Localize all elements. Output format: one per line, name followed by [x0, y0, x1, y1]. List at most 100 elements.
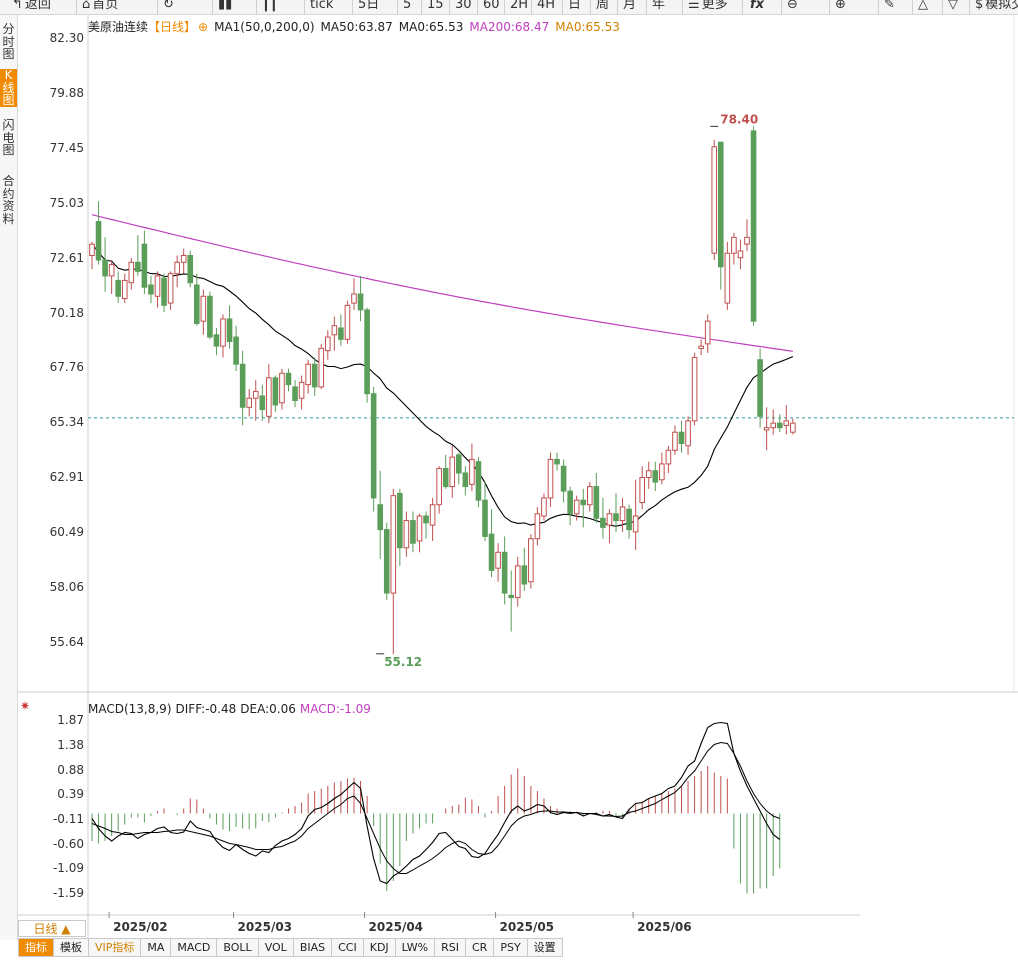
toolbar-item-3[interactable]: ▮▮	[218, 0, 234, 14]
indicator-tab-vip指标[interactable]: VIP指标	[89, 938, 142, 957]
toolbar-separator	[397, 0, 398, 14]
toolbar-item-15[interactable]: 月	[623, 0, 636, 14]
indicator-tab-vol[interactable]: VOL	[258, 938, 294, 957]
toolbar-separator	[617, 0, 618, 14]
candle-down	[462, 472, 469, 488]
candle-up	[279, 372, 285, 404]
candle-up	[436, 467, 442, 506]
gear-icon[interactable]: ✷	[20, 699, 31, 713]
toolbar-item-label: 60	[483, 0, 500, 12]
candle-up	[659, 463, 665, 481]
candle-up	[790, 422, 796, 433]
y-tick-label: 75.03	[49, 195, 84, 210]
toolbar-item-4[interactable]: ┃┃	[262, 0, 280, 14]
indicator-tab-rsi[interactable]: RSI	[435, 938, 466, 957]
candle-down	[750, 130, 757, 322]
indicator-tab-指标[interactable]: 指标	[18, 938, 54, 957]
candle-up	[390, 495, 397, 594]
toolbar-item-13[interactable]: 日	[568, 0, 581, 14]
macd-y-tick-label: 0.39	[57, 787, 84, 801]
toolbar-item-7[interactable]: 5	[403, 0, 411, 14]
macd-value: MACD:-1.09	[299, 702, 371, 716]
indicator-tab-cr[interactable]: CR	[466, 938, 495, 957]
toolbar-item-18[interactable]: fx	[748, 0, 764, 14]
candle-down	[213, 334, 220, 347]
candle-down	[560, 465, 567, 492]
indicator-tab-boll[interactable]: BOLL	[217, 938, 259, 957]
y-tick-label: 65.34	[49, 415, 84, 430]
candle-down	[521, 565, 528, 585]
candle-up	[698, 345, 704, 349]
y-tick-label: 72.61	[49, 250, 84, 265]
candle-up	[724, 252, 731, 304]
indicator-tab-macd[interactable]: MACD	[171, 938, 218, 957]
side-tab-3[interactable]: 合约资料	[2, 174, 15, 226]
toolbar-item-14[interactable]: 周	[596, 0, 609, 14]
toolbar-item-2[interactable]: ↻	[163, 0, 176, 14]
toolbar-item-6[interactable]: 5日	[358, 0, 379, 14]
toolbar-item-0[interactable]: ↰ 返回	[12, 0, 51, 14]
toolbar-item-21[interactable]: ✎	[884, 0, 897, 14]
indicator-tab-bias[interactable]: BIAS	[293, 938, 333, 957]
indicator-tab-设置[interactable]: 设置	[527, 938, 563, 957]
toolbar-item-23[interactable]: ▽	[948, 0, 960, 14]
candle-down	[580, 499, 587, 506]
toolbar-item-label: tick	[310, 0, 334, 12]
toolbar-item-9[interactable]: 30	[455, 0, 472, 14]
indicator-tab-模板[interactable]: 模板	[54, 938, 89, 957]
toolbar-item-12[interactable]: 4H	[537, 0, 555, 14]
toolbar-item-16[interactable]: 年	[652, 0, 665, 14]
x-tick-label: 2025/06	[637, 920, 692, 934]
candle-up	[180, 254, 187, 263]
candle-up	[220, 318, 226, 347]
period-button[interactable]: 日线 ▲	[18, 920, 86, 937]
candle-up	[770, 422, 777, 429]
triangle-down-icon: ▽	[948, 0, 958, 12]
indicator-tab-kdj[interactable]: KDJ	[363, 938, 396, 957]
toolbar-item-1[interactable]: ⌂ 首页	[82, 0, 118, 14]
toolbar-item-label: 首页	[92, 0, 119, 12]
side-tab-0[interactable]: 分时图	[2, 22, 15, 61]
toolbar-item-10[interactable]: 60	[483, 0, 500, 14]
candle-up	[704, 320, 711, 345]
candle-icon: ┃┃	[262, 0, 278, 12]
toolbar-separator	[157, 0, 158, 14]
macd-y-tick-label: 1.38	[57, 737, 84, 752]
candle-down	[567, 490, 573, 515]
candle-up	[246, 397, 252, 408]
candle-up	[174, 261, 180, 275]
toolbar-item-5[interactable]: tick	[310, 0, 333, 14]
candle-down	[161, 277, 167, 306]
toolbar-item-11[interactable]: 2H	[510, 0, 528, 14]
indicator-tab-lw%[interactable]: LW%	[395, 938, 436, 957]
toolbar-item-17[interactable]: ☰ 更多	[688, 0, 728, 14]
toolbar-item-22[interactable]: △	[918, 0, 930, 14]
indicator-tab-ma[interactable]: MA	[141, 938, 172, 957]
indicator-tab-psy[interactable]: PSY	[494, 938, 528, 957]
candle-up	[298, 381, 305, 399]
candle-up	[514, 565, 521, 599]
macd-legend: MACD(13,8,9) DIFF:-0.48 DEA:0.06 MACD:-1.09	[88, 702, 375, 716]
macd-y-tick-label: -0.60	[52, 836, 84, 851]
y-tick-label: 62.91	[49, 470, 84, 485]
candle-down	[508, 594, 514, 599]
macd-y-tick-label: 0.88	[57, 762, 84, 777]
candle-down	[456, 454, 462, 474]
toolbar-separator	[942, 0, 943, 14]
candle-down	[475, 461, 482, 501]
candle-down	[600, 517, 606, 528]
macd-y-tick-label: 1.87	[57, 713, 84, 727]
ma0-label-b: MA0:65.53	[555, 20, 620, 34]
toolbar-item-24[interactable]: $模拟交	[975, 0, 1018, 14]
settings-icon[interactable]: ⊕	[198, 20, 209, 34]
macd-y-tick-label: -0.11	[52, 812, 84, 826]
indicator-tab-cci[interactable]: CCI	[332, 938, 364, 957]
main-legend: 美原油连续【日线】 ⊕ MA1(50,0,200,0) MA50:63.87 MA0:6…	[88, 18, 626, 35]
toolbar-item-20[interactable]: ⊕	[835, 0, 848, 14]
toolbar-item-8[interactable]: 15	[427, 0, 444, 14]
side-tab-2[interactable]: 闪电图	[2, 118, 15, 157]
toolbar-item-19[interactable]: ⊖	[787, 0, 800, 14]
